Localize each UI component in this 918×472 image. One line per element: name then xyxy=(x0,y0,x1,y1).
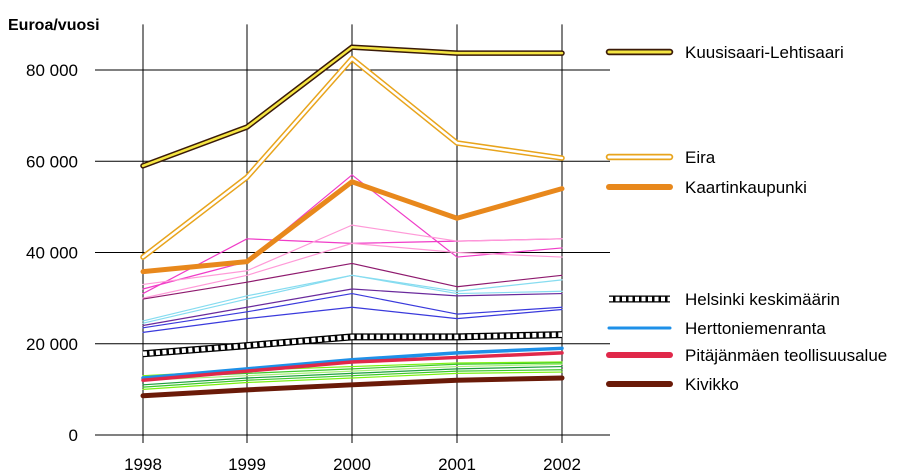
legend-label: Kivikko xyxy=(685,375,739,394)
series-line xyxy=(142,365,563,386)
series-line xyxy=(142,292,563,329)
series-line xyxy=(142,331,563,358)
legend: Kuusisaari-Lehtisaari Eira Kaartinkaupunki… xyxy=(605,43,887,394)
legend-label: Kaartinkaupunki xyxy=(685,178,807,197)
series-line xyxy=(142,363,563,381)
legend-item: Kuusisaari-Lehtisaari xyxy=(605,43,844,62)
series-line xyxy=(142,242,563,299)
series-lines xyxy=(140,44,565,399)
series-line xyxy=(140,375,565,399)
legend-label: Helsinki keskimäärin xyxy=(685,290,840,309)
legend-label: Kuusisaari-Lehtisaari xyxy=(685,43,844,62)
legend-item: Pitäjänmäen teollisuusalue xyxy=(606,346,887,365)
y-tick-label: 20 000 xyxy=(26,335,78,354)
series-line xyxy=(142,224,563,286)
series-line xyxy=(142,274,563,324)
x-tick-label: 2000 xyxy=(333,455,371,472)
y-axis: 0 20 000 40 000 60 000 80 000 xyxy=(26,61,78,445)
series-line xyxy=(142,288,563,327)
x-tick-label: 2002 xyxy=(543,455,581,472)
series-line xyxy=(142,371,563,390)
x-tick-label: 2001 xyxy=(438,455,476,472)
y-tick-label: 80 000 xyxy=(26,61,78,80)
series-line xyxy=(141,346,564,380)
y-tick-label: 40 000 xyxy=(26,244,78,263)
y-axis-title: Euroa/vuosi xyxy=(8,17,100,34)
series-line xyxy=(142,369,563,388)
y-tick-label: 0 xyxy=(69,426,78,445)
series-line xyxy=(142,306,563,333)
series-line xyxy=(140,55,565,260)
x-tick-label: 1999 xyxy=(228,455,266,472)
series-line xyxy=(140,44,565,169)
legend-label: Eira xyxy=(685,148,716,167)
x-tick-label: 1998 xyxy=(124,455,162,472)
legend-label: Pitäjänmäen teollisuusalue xyxy=(685,346,887,365)
legend-item: Helsinki keskimäärin xyxy=(609,290,840,309)
legend-item: Eira xyxy=(605,148,716,167)
y-tick-label: 60 000 xyxy=(26,152,78,171)
legend-item: Herttoniemenranta xyxy=(607,319,826,338)
x-axis: 1998 1999 2000 2001 2002 xyxy=(124,455,581,472)
series-line xyxy=(140,179,565,275)
series-line xyxy=(142,262,563,300)
legend-item: Kaartinkaupunki xyxy=(606,178,807,197)
legend-item: Kivikko xyxy=(606,375,739,394)
grid-lines xyxy=(95,24,610,443)
legend-label: Herttoniemenranta xyxy=(685,319,826,338)
series-line xyxy=(141,351,564,382)
